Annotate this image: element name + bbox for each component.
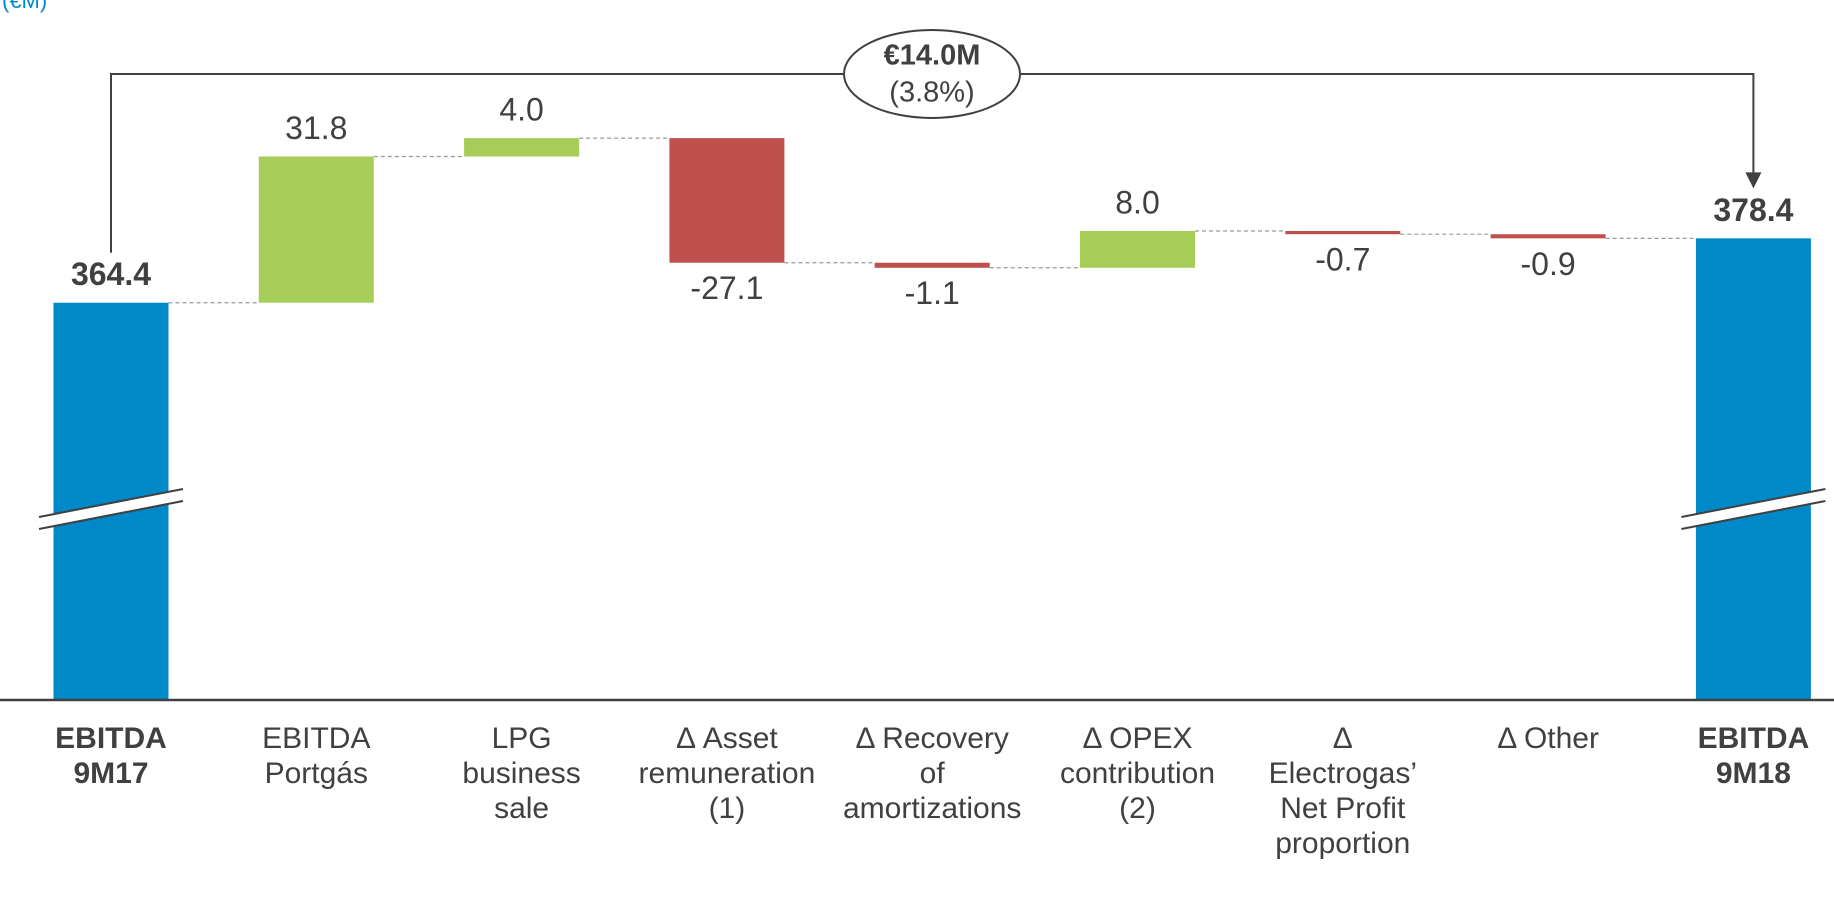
data-label: -1.1 bbox=[905, 275, 960, 311]
bar bbox=[1490, 234, 1606, 239]
arrow-head bbox=[1745, 172, 1762, 189]
bracket bbox=[1020, 73, 1755, 175]
x-tick-label: (1) bbox=[709, 792, 746, 825]
x-tick-label: LPG bbox=[492, 722, 552, 755]
annotation-value: €14.0M bbox=[884, 40, 981, 72]
x-tick-label: EBITDA bbox=[55, 722, 167, 755]
x-tick-label: contribution bbox=[1060, 757, 1215, 790]
x-tick-label: remuneration bbox=[639, 757, 816, 790]
axis-break bbox=[38, 500, 184, 530]
annotation-percent: (3.8%) bbox=[889, 77, 974, 109]
x-tick-label: EBITDA bbox=[1698, 722, 1810, 755]
bar bbox=[1285, 230, 1401, 235]
chart-subtitle: (€M) bbox=[2, 0, 47, 13]
data-label: 378.4 bbox=[1713, 192, 1793, 228]
bar bbox=[464, 138, 580, 157]
axis-break bbox=[1681, 489, 1826, 529]
x-tick-label: Δ OPEX bbox=[1082, 722, 1192, 755]
x-tick-label: Δ Recovery bbox=[855, 722, 1008, 755]
data-label: 364.4 bbox=[71, 256, 151, 292]
annotation-box bbox=[843, 29, 1021, 119]
bar bbox=[669, 138, 785, 263]
bar bbox=[874, 262, 990, 268]
x-tick-label: Portgás bbox=[265, 757, 368, 790]
x-tick-label: Δ bbox=[1333, 722, 1353, 755]
bar bbox=[258, 156, 374, 303]
data-label: 8.0 bbox=[1115, 184, 1159, 220]
x-tick-label: Electrogas’ bbox=[1269, 757, 1417, 790]
x-tick-label: amortizations bbox=[843, 792, 1021, 825]
x-tick-label: 9M17 bbox=[73, 757, 148, 790]
x-tick-label: (2) bbox=[1119, 792, 1156, 825]
data-label: -0.9 bbox=[1521, 246, 1576, 282]
data-label: -0.7 bbox=[1315, 242, 1370, 278]
bracket bbox=[110, 73, 844, 253]
x-tick-label: Net Profit bbox=[1280, 792, 1406, 825]
bar bbox=[1080, 230, 1195, 268]
x-tick-label: proportion bbox=[1275, 827, 1410, 860]
x-tick-label: 9M18 bbox=[1716, 757, 1791, 790]
x-tick-label: Δ Asset bbox=[676, 722, 778, 755]
x-tick-label: of bbox=[920, 757, 946, 790]
x-tick-label: sale bbox=[494, 792, 549, 825]
data-label: -27.1 bbox=[690, 270, 763, 306]
x-tick-label: business bbox=[462, 757, 580, 790]
bar bbox=[1695, 238, 1811, 700]
axis-break bbox=[1681, 500, 1826, 530]
x-tick-label: Δ Other bbox=[1497, 722, 1599, 755]
axis-break bbox=[38, 488, 184, 518]
axis-break bbox=[39, 489, 183, 529]
data-label: 31.8 bbox=[285, 110, 347, 146]
x-tick-label: EBITDA bbox=[262, 722, 370, 755]
axis-break bbox=[1681, 488, 1826, 518]
data-label: 4.0 bbox=[499, 92, 543, 128]
